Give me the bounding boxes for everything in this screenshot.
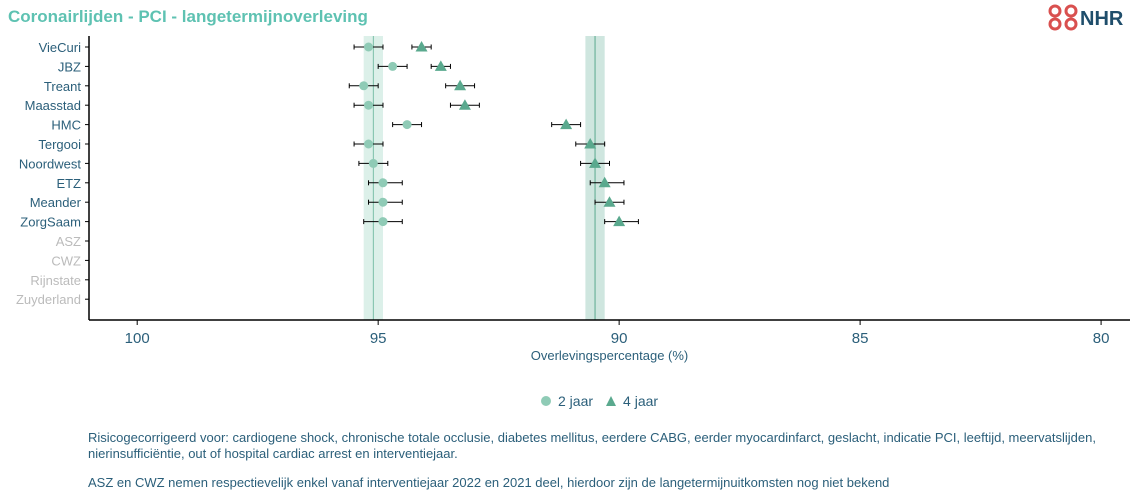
nhr-logo: NHR xyxy=(1048,4,1124,31)
data-point-4jaar xyxy=(598,176,611,188)
x-tick-label: 100 xyxy=(125,330,150,347)
data-point-2jaar xyxy=(364,100,374,110)
data-point-2jaar xyxy=(402,120,412,130)
data-point-2jaar xyxy=(368,158,378,168)
category-label: Zuyderland xyxy=(16,292,81,307)
data-point-4jaar xyxy=(458,99,471,110)
category-label: CWZ xyxy=(51,253,81,268)
legend-label-4jaar: 4 jaar xyxy=(623,393,659,409)
data-point-4jaar xyxy=(415,41,428,52)
legend-item-4jaar: 4 jaar xyxy=(605,393,658,409)
logo-mark-icon xyxy=(1048,4,1078,31)
category-label: Rijnstate xyxy=(30,273,81,288)
data-point-2jaar xyxy=(378,217,388,227)
x-tick-label: 95 xyxy=(370,330,387,347)
data-point-4jaar xyxy=(613,215,626,227)
category-label: Tergooi xyxy=(38,137,81,152)
category-label: ZorgSaam xyxy=(20,215,81,230)
x-tick-label: 80 xyxy=(1093,330,1110,347)
logo-text: NHR xyxy=(1080,8,1124,30)
x-tick-label: 85 xyxy=(852,330,869,347)
data-point-2jaar xyxy=(388,61,398,71)
footnote-participation: ASZ en CWZ nemen respectievelijk enkel v… xyxy=(88,475,890,490)
triangle-marker-icon xyxy=(606,396,617,406)
legend: 2 jaar 4 jaar xyxy=(540,393,664,409)
data-point-4jaar xyxy=(589,157,602,168)
data-point-2jaar xyxy=(364,139,374,149)
category-label: Maasstad xyxy=(25,98,81,113)
category-label: JBZ xyxy=(58,59,81,74)
legend-item-2jaar: 2 jaar xyxy=(540,393,593,409)
chart-title: Coronairlijden - PCI - langetermijnoverl… xyxy=(8,7,368,26)
chart-canvas: 100 95 90 85 80 Overlevingspercentage (%) VieC… xyxy=(16,36,1130,363)
circle-marker-icon xyxy=(541,396,551,406)
footnote-risk-adjustment: Risicogecorrigeerd voor: cardiogene shoc… xyxy=(88,430,1096,461)
data-point-4jaar xyxy=(584,138,597,149)
category-label: HMC xyxy=(51,118,81,133)
category-label: VieCuri xyxy=(39,40,82,55)
category-label: Treant xyxy=(44,79,81,94)
data-point-4jaar xyxy=(434,60,447,71)
data-point-4jaar xyxy=(454,79,467,91)
data-point-2jaar xyxy=(378,197,388,207)
data-point-4jaar xyxy=(603,196,616,207)
data-point-4jaar xyxy=(560,118,573,130)
category-label: ETZ xyxy=(56,176,81,191)
category-label: Noordwest xyxy=(19,156,82,171)
category-label: Meander xyxy=(30,195,82,210)
data-point-2jaar xyxy=(378,178,388,188)
data-point-2jaar xyxy=(364,42,374,52)
x-tick-label: 90 xyxy=(611,330,628,347)
data-point-2jaar xyxy=(359,81,369,91)
x-axis-label: Overlevingspercentage (%) xyxy=(531,348,689,363)
category-label: ASZ xyxy=(56,234,81,249)
legend-label-2jaar: 2 jaar xyxy=(558,393,594,409)
